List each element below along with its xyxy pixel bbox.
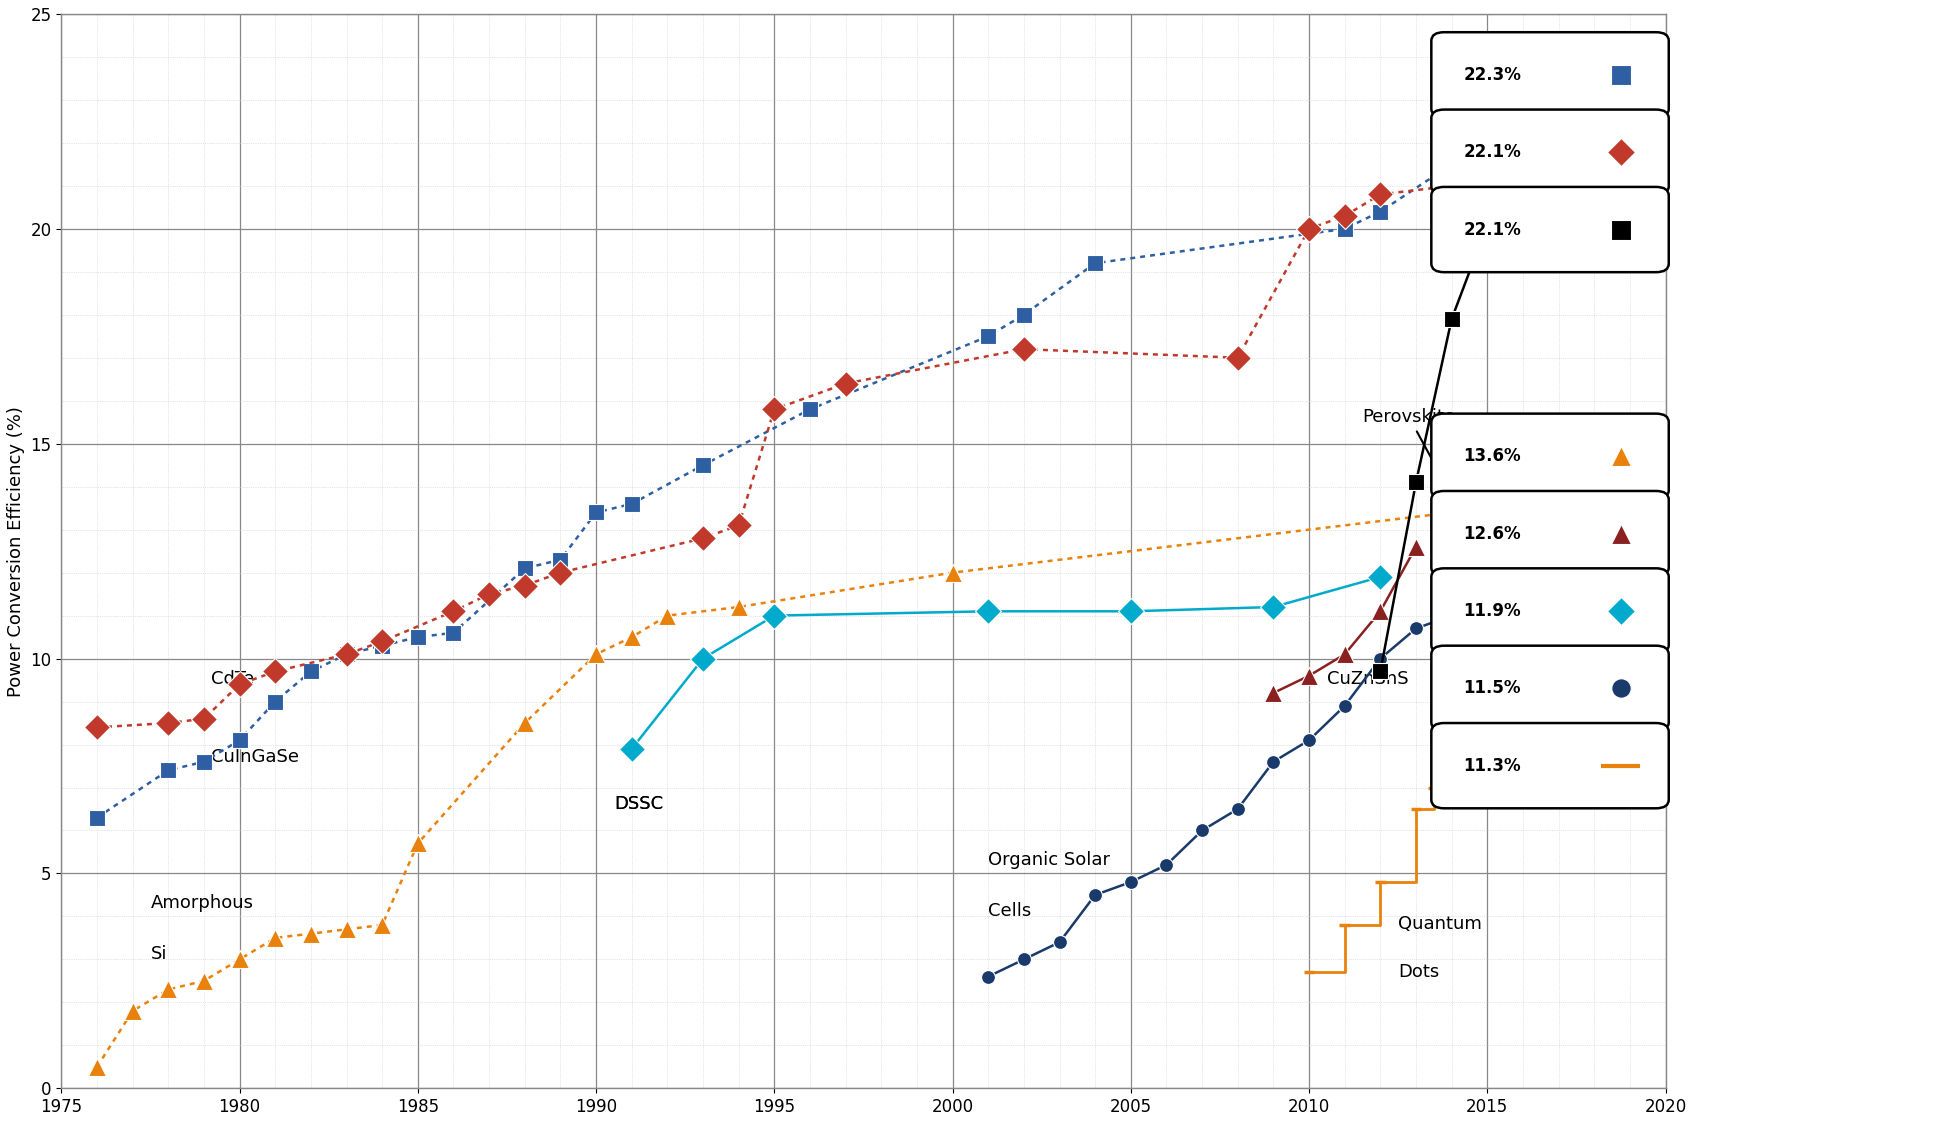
Text: Amorphous: Amorphous bbox=[150, 894, 253, 912]
Text: 22.1%: 22.1% bbox=[1463, 144, 1521, 162]
Text: 22.3%: 22.3% bbox=[1463, 66, 1521, 84]
Text: 13.6%: 13.6% bbox=[1463, 447, 1521, 465]
FancyBboxPatch shape bbox=[1432, 413, 1669, 499]
FancyBboxPatch shape bbox=[1432, 568, 1669, 654]
Text: Organic Solar: Organic Solar bbox=[988, 851, 1110, 869]
Text: Quantum: Quantum bbox=[1399, 915, 1482, 933]
Text: CdTe: CdTe bbox=[210, 670, 253, 688]
FancyBboxPatch shape bbox=[1432, 186, 1669, 272]
Text: 11.5%: 11.5% bbox=[1463, 679, 1521, 697]
Text: CuInGaSe: CuInGaSe bbox=[210, 748, 300, 766]
Text: Perovskite: Perovskite bbox=[1362, 409, 1455, 478]
Text: Si: Si bbox=[150, 946, 168, 964]
Text: DSSC: DSSC bbox=[614, 795, 662, 813]
Text: 22.1%: 22.1% bbox=[1463, 220, 1521, 238]
FancyBboxPatch shape bbox=[1432, 723, 1669, 809]
Text: 11.9%: 11.9% bbox=[1463, 602, 1521, 620]
Y-axis label: Power Conversion Efficiency (%): Power Conversion Efficiency (%) bbox=[8, 405, 25, 696]
FancyBboxPatch shape bbox=[1432, 33, 1669, 118]
Text: CuZnSnS: CuZnSnS bbox=[1327, 670, 1408, 688]
FancyBboxPatch shape bbox=[1432, 491, 1669, 576]
Text: DSSC: DSSC bbox=[614, 795, 662, 813]
Text: 11.3%: 11.3% bbox=[1463, 757, 1521, 775]
Text: Cells: Cells bbox=[988, 903, 1030, 921]
FancyBboxPatch shape bbox=[1432, 646, 1669, 731]
FancyBboxPatch shape bbox=[1432, 110, 1669, 194]
Text: Dots: Dots bbox=[1399, 962, 1440, 980]
Text: 12.6%: 12.6% bbox=[1463, 524, 1521, 542]
